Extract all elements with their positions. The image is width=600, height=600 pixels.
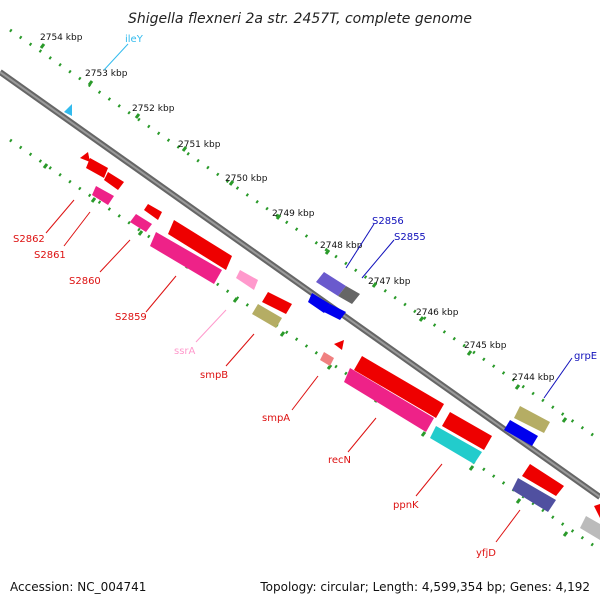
gene-smpA[interactable] — [320, 340, 344, 366]
kbp-tick-label: 2753 kbp — [85, 69, 128, 79]
gene-label-ppnK[interactable]: ppnK — [393, 500, 419, 511]
kbp-tick-label: 2746 kbp — [416, 308, 459, 318]
backbone-line — [0, 69, 600, 500]
gene-label-yfjD[interactable]: yfjD — [476, 548, 496, 559]
kbp-tick-label: 2754 kbp — [40, 33, 83, 43]
gene-edge-grey[interactable] — [580, 504, 600, 540]
kbp-tick-label: 2750 kbp — [225, 174, 268, 184]
gene-labels: ileY S2862 S2861 S2860 S2859 ssrA smpB s… — [13, 34, 597, 559]
kbp-tick-label: 2749 kbp — [272, 209, 315, 219]
accession-text: Accession: NC_004741 — [10, 580, 147, 594]
label-leaders — [45, 43, 573, 543]
gene-ileY[interactable] — [64, 104, 72, 116]
gene-grpE[interactable] — [504, 406, 550, 446]
kbp-tick-label: 2748 kbp — [320, 241, 363, 251]
gene-label-ssrA[interactable]: ssrA — [174, 346, 196, 357]
kbp-tick-label: 2747 kbp — [368, 277, 411, 287]
gene-label-grpE[interactable]: grpE — [574, 351, 597, 362]
gene-label-S2855[interactable]: S2855 — [394, 232, 426, 243]
gene-ppnK[interactable] — [430, 412, 492, 464]
kbp-tick-label: 2752 kbp — [132, 104, 175, 114]
gene-label-recN[interactable]: recN — [328, 455, 351, 466]
bottom-dotted-track — [9, 138, 600, 552]
gene-label-smpB[interactable]: smpB — [200, 370, 228, 381]
gene-S2856[interactable] — [316, 272, 360, 304]
gene-recN[interactable] — [344, 356, 444, 432]
gene-label-S2859[interactable]: S2859 — [115, 312, 147, 323]
gene-label-S2861[interactable]: S2861 — [34, 250, 66, 261]
gene-label-S2862[interactable]: S2862 — [13, 234, 45, 245]
gene-label-smpA[interactable]: smpA — [262, 413, 290, 424]
gene-label-S2860[interactable]: S2860 — [69, 276, 101, 287]
map-title: Shigella flexneri 2a str. 2457T, complet… — [128, 11, 472, 27]
gene-label-ileY[interactable]: ileY — [125, 34, 144, 45]
kbp-tick-label: 2751 kbp — [178, 140, 221, 150]
kbp-tick-label: 2745 kbp — [464, 341, 507, 351]
gene-yfjD[interactable] — [512, 464, 564, 512]
gene-smpB[interactable] — [252, 292, 292, 328]
gene-ssrA[interactable] — [236, 270, 258, 290]
gene-label-S2856[interactable]: S2856 — [372, 216, 404, 227]
kbp-ticks: 2754 kbp 2753 kbp 2752 kbp 2751 kbp 2750… — [40, 33, 555, 383]
topology-text: Topology: circular; Length: 4,599,354 bp… — [260, 580, 590, 594]
gene-S2862[interactable] — [80, 152, 124, 190]
gene-S2855[interactable] — [308, 293, 346, 320]
gene-S2861[interactable] — [92, 186, 114, 205]
kbp-tick-label: 2744 kbp — [512, 373, 555, 383]
gene-S2859[interactable] — [150, 220, 232, 284]
gene-S2860[interactable] — [130, 204, 162, 232]
